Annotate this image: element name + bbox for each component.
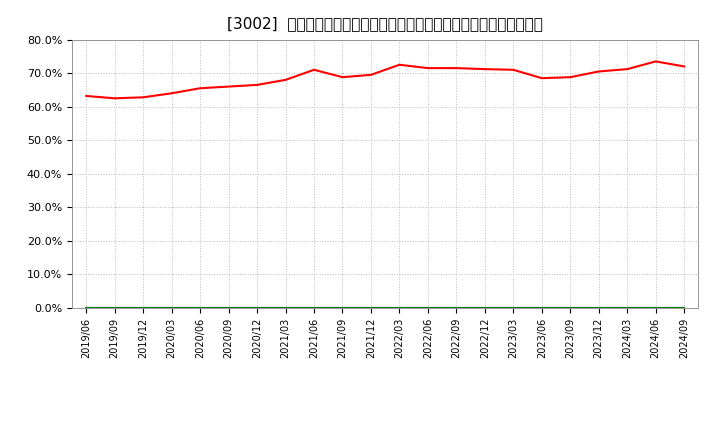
- Title: [3002]  自己資本、のれん、繰延税金資産の総資産に対する比率の推移: [3002] 自己資本、のれん、繰延税金資産の総資産に対する比率の推移: [228, 16, 543, 32]
